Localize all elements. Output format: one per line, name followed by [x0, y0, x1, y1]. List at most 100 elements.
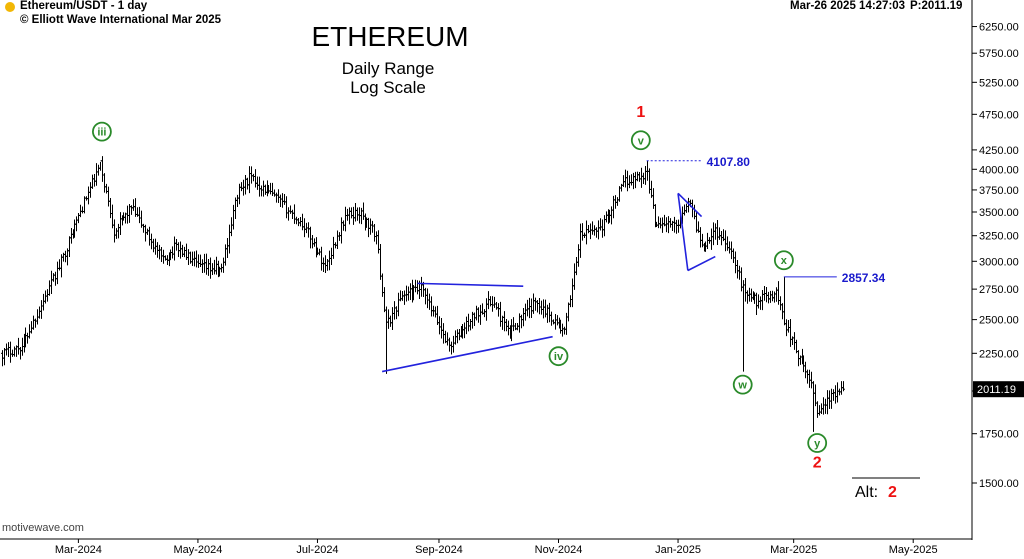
price-bar — [248, 166, 251, 194]
price-bar — [164, 255, 167, 261]
wave-label-iii: iii — [97, 127, 106, 139]
price-bar — [81, 206, 84, 214]
price-bar — [626, 170, 629, 192]
price-bar — [599, 218, 602, 231]
price-bar — [528, 297, 531, 319]
price-bar — [591, 221, 594, 235]
price-bar — [673, 216, 676, 233]
price-bar — [309, 226, 312, 249]
price-bar — [526, 299, 529, 317]
price-bar — [605, 211, 608, 223]
price-bar — [759, 296, 762, 310]
price-bar — [362, 202, 365, 220]
price-bar — [240, 182, 243, 192]
wave-label-v: v — [638, 135, 645, 147]
price-bar — [68, 236, 71, 257]
price-bar — [683, 204, 686, 216]
chart-subtitle: Daily Range — [342, 59, 435, 78]
price-bar — [244, 175, 247, 195]
price-bar — [132, 199, 135, 211]
price-bar — [99, 160, 102, 171]
price-bar — [699, 227, 702, 248]
price-bar — [577, 244, 580, 267]
price-bar — [160, 247, 163, 262]
price-bar — [397, 292, 400, 317]
price-bar — [714, 223, 717, 240]
price-bar — [379, 243, 382, 280]
price-bar — [534, 297, 537, 311]
price-bar — [89, 182, 92, 198]
price-bar — [197, 254, 200, 268]
price-bar — [260, 185, 263, 197]
price-bar — [769, 290, 772, 303]
price-bar — [222, 257, 225, 273]
price-bar — [232, 204, 235, 230]
price-bar — [181, 244, 184, 257]
price-bar — [454, 330, 457, 345]
price-bar — [669, 218, 672, 228]
price-bar — [60, 254, 63, 278]
price-bar — [477, 307, 480, 323]
wave-circle-y — [807, 433, 828, 453]
price-bar — [109, 198, 112, 219]
watermark: motivewave.com — [2, 522, 84, 534]
price-bar — [512, 317, 515, 332]
price-bar — [522, 308, 525, 327]
price-bar — [226, 237, 229, 259]
price-bar — [328, 250, 331, 271]
price-bar — [320, 246, 323, 271]
wave-label-iv: iv — [554, 351, 564, 363]
price-bar — [565, 312, 568, 335]
price-bar — [277, 189, 280, 204]
price-bar — [446, 332, 449, 346]
price-bar — [256, 176, 259, 190]
last-price-tag — [973, 381, 1024, 398]
price-bar — [183, 246, 186, 258]
price-bar — [632, 172, 635, 190]
y-tick-label: 2750.00 — [979, 284, 1019, 296]
price-bar — [3, 348, 6, 366]
price-bar — [354, 202, 357, 222]
level-label-4107.80: 4107.80 — [707, 155, 751, 169]
price-bar — [842, 381, 845, 392]
price-bar — [158, 244, 161, 260]
price-bar — [456, 329, 459, 344]
price-bar — [26, 332, 29, 344]
price-bar — [344, 206, 347, 232]
price-bar — [381, 273, 384, 297]
price-bar — [532, 293, 535, 314]
y-tick-label: 4000.00 — [979, 164, 1019, 176]
symbol-line: Ethereum/USDT - 1 day — [20, 0, 148, 12]
y-tick-label: 3750.00 — [979, 185, 1019, 197]
price-bar — [593, 225, 596, 236]
price-bar — [348, 207, 351, 225]
price-bar — [556, 315, 559, 326]
price-bar — [538, 298, 541, 315]
x-tick-label: Nov-2024 — [535, 544, 583, 556]
price-bar — [612, 195, 615, 219]
price-bar — [360, 207, 363, 225]
price-bar — [152, 238, 155, 253]
price-bar — [70, 227, 73, 244]
status-dot — [5, 2, 15, 12]
price-bar — [213, 259, 216, 275]
price-bar — [279, 194, 282, 208]
price-bar — [767, 291, 770, 304]
price-bar — [458, 328, 461, 341]
price-bar — [356, 207, 359, 221]
price-bar — [777, 281, 780, 305]
price-bar — [728, 241, 731, 254]
price-bar — [479, 304, 482, 325]
price-bar — [269, 182, 272, 195]
price-bar — [524, 303, 527, 321]
price-bar — [385, 306, 388, 374]
price-bar — [569, 295, 572, 308]
price-bar — [258, 176, 261, 197]
wave-label-x: x — [781, 255, 788, 267]
price-bar — [252, 173, 255, 182]
price-bar — [391, 307, 394, 331]
price-bar — [409, 283, 412, 300]
y-tick-label: 6250.00 — [979, 22, 1019, 34]
price-bar — [544, 299, 547, 318]
